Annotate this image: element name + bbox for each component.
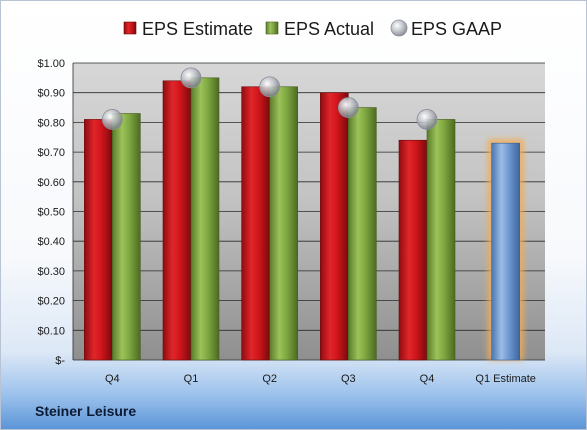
y-tick-label: $0.70 — [37, 147, 65, 159]
bar-eps-actual — [348, 107, 377, 361]
y-tick-label: $0.20 — [37, 296, 65, 308]
y-axis-ticks: $- $0.10 $0.20 $0.30 $0.40 $0.50 $0.60 $0.70 $0.… — [37, 58, 65, 367]
bars — [84, 77, 524, 361]
legend-swatch — [123, 21, 137, 35]
bar-eps-estimate — [84, 119, 113, 361]
bar-q1-estimate — [491, 142, 520, 361]
bar-eps-actual — [269, 86, 298, 361]
marker-eps-gaap — [101, 109, 123, 130]
y-tick-label: $0.50 — [37, 207, 65, 219]
legend: EPS Estimate EPS Actual EPS GAAP — [123, 19, 502, 39]
marker-eps-gaap — [259, 76, 281, 98]
legend-label: EPS Estimate — [142, 19, 253, 39]
x-tick-label: Q1 Estimate — [475, 373, 536, 385]
company-name: Steiner Leisure — [35, 403, 137, 419]
y-tick-label: $0.10 — [37, 325, 65, 337]
legend-label: EPS GAAP — [411, 19, 502, 39]
y-tick-label: $0.80 — [37, 117, 65, 129]
bar-eps-actual — [426, 119, 456, 361]
gridlines — [72, 62, 545, 361]
marker-eps-gaap — [416, 109, 438, 130]
bar-eps-estimate — [241, 86, 270, 361]
y-tick-label: $- — [55, 355, 65, 367]
bar-eps-estimate — [320, 92, 349, 361]
x-tick-label: Q3 — [341, 373, 356, 385]
legend-swatch — [265, 21, 279, 35]
y-tick-label: $0.60 — [37, 177, 65, 189]
eps-chart: $- $0.10 $0.20 $0.30 $0.40 $0.50 $0.60 $0.70 $0.… — [37, 19, 545, 385]
bar-eps-actual — [190, 77, 220, 361]
x-tick-label: Q1 — [184, 373, 199, 385]
legend-swatch — [390, 19, 408, 37]
marker-eps-gaap — [337, 97, 359, 118]
x-tick-label: Q4 — [420, 373, 435, 385]
legend-item-estimate: EPS Estimate — [123, 19, 253, 39]
legend-item-actual: EPS Actual — [265, 19, 374, 39]
gaap-markers — [101, 67, 438, 130]
marker-eps-gaap — [180, 67, 202, 89]
y-tick-label: $0.90 — [37, 88, 65, 100]
x-axis-ticks: Q4 Q1 Q2 Q3 Q4 Q1 Estimate — [105, 373, 536, 385]
bar-eps-actual — [112, 113, 141, 361]
legend-label: EPS Actual — [284, 19, 374, 39]
y-tick-label: $0.40 — [37, 236, 65, 248]
bar-eps-estimate — [398, 139, 428, 361]
bar-eps-estimate — [162, 80, 192, 361]
x-tick-label: Q2 — [262, 373, 277, 385]
y-tick-label: $0.30 — [37, 266, 65, 278]
x-tick-label: Q4 — [105, 373, 120, 385]
legend-item-gaap: EPS GAAP — [390, 19, 502, 39]
y-tick-label: $1.00 — [37, 58, 65, 70]
